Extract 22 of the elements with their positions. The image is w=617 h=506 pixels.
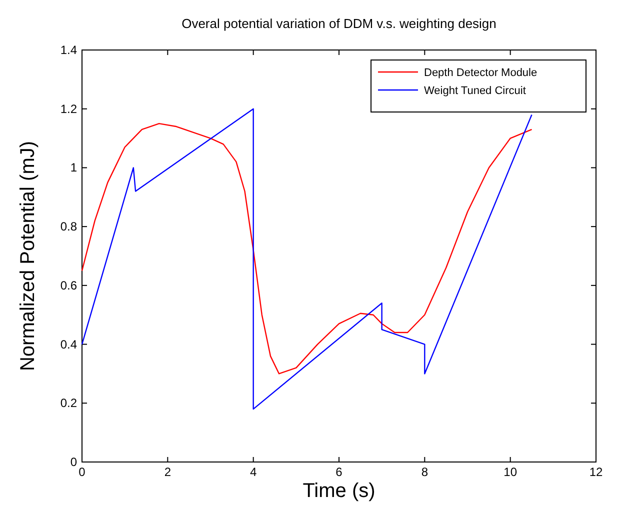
x-tick-label: 2	[164, 465, 172, 479]
line-series	[81, 122, 532, 374]
line-series	[81, 108, 532, 410]
x-tick-label: 6	[336, 465, 343, 479]
y-tick-label: 0.2	[60, 396, 78, 410]
legend-label: Weight Tuned Circuit	[424, 85, 526, 97]
y-tick-label: 1.2	[60, 102, 78, 116]
x-tick-label: 10	[504, 465, 518, 479]
x-tick-label: 4	[250, 465, 257, 479]
x-tick-label: 0	[78, 465, 86, 479]
y-tick-label: 0	[70, 455, 78, 469]
y-axis-title: Normalized Potential (mJ)	[17, 140, 39, 372]
y-tick-label: 0.4	[60, 337, 78, 352]
chart-title: Overal potential variation of DDM v.s. weighting design	[182, 16, 496, 31]
x-axis-title: Time (s)	[302, 480, 376, 502]
y-tick-label: 0.8	[60, 220, 78, 234]
y-tick-label: 1.4	[60, 43, 78, 57]
y-tick-label: 1	[70, 160, 78, 175]
y-tick-label: 0.6	[60, 278, 78, 292]
x-tick-label: 12	[589, 465, 603, 479]
legend-label: Depth Detector Module	[424, 67, 538, 79]
x-tick-label: 8	[421, 465, 428, 479]
